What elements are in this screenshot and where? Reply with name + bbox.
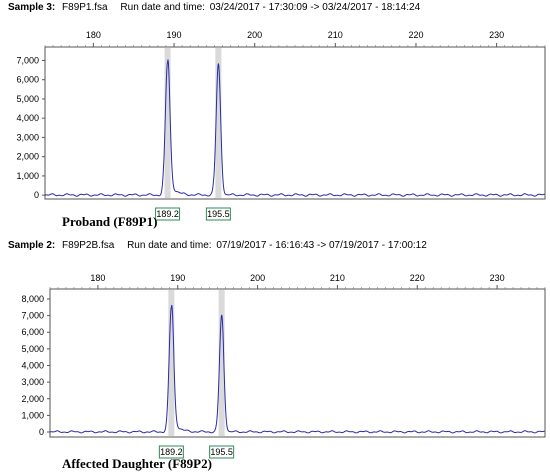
plot-frame [44, 46, 546, 200]
x-tick-label: 210 [328, 30, 343, 40]
sample-label: Sample 3: [8, 2, 56, 13]
y-tick-label: 6,000 [16, 75, 39, 85]
run-label: Run date and time: [127, 240, 212, 251]
peak-label-box [158, 445, 184, 459]
file-name: F89P1.fsa [62, 2, 108, 13]
signal-trace-line [49, 304, 545, 434]
file-name: F89P2B.fsa [62, 240, 115, 251]
y-tick-label: 3,000 [16, 132, 39, 142]
peak-label-2: 195.5 [205, 207, 231, 221]
peak-label-text: 195.5 [210, 447, 233, 457]
y-tick-label: 2,000 [16, 152, 39, 162]
y-tick-label: 1,000 [21, 410, 44, 420]
chart-caption: Proband (F89P1) [62, 214, 157, 229]
peak-label-2: 195.5 [209, 445, 235, 459]
chart-panel-1: 180 190 200 210 220 230 7,000 6,000 5,000 4,000 3,… [16, 30, 546, 229]
peak-highlight-band [164, 48, 171, 198]
x-tick-label: 220 [408, 30, 423, 40]
y-tick-label: 4,000 [21, 360, 44, 370]
run-label: Run date and time: [120, 2, 205, 13]
peak-label-text: 189.2 [156, 209, 179, 219]
y-tick-label: 7,000 [16, 55, 39, 65]
x-tick-label: 200 [247, 30, 262, 40]
y-tick-label: 5,000 [16, 94, 39, 104]
sample-header-1: Sample 3: F89P1.fsa Run date and time: 0… [8, 2, 420, 13]
y-tick-label: 2,000 [21, 394, 44, 404]
y-tick-label: 0 [39, 427, 44, 437]
sample-label: Sample 2: [8, 240, 56, 251]
y-tick-label: 3,000 [21, 377, 44, 387]
peak-label-box [209, 445, 235, 459]
peak-highlight-band [218, 290, 225, 436]
signal-trace-line [44, 59, 545, 197]
chart-panel-2: 180 190 200 210 220 230 8,000 7,000 6,000 5,000 4,… [21, 273, 546, 471]
y-tick-label: 5,000 [21, 344, 44, 354]
x-tick-label: 200 [250, 273, 265, 283]
peak-highlight-band [215, 48, 222, 198]
x-tick-label: 210 [330, 273, 345, 283]
peak-label-box [205, 207, 231, 221]
peak-highlight-band [168, 290, 175, 436]
y-tick-label: 6,000 [21, 327, 44, 337]
y-tick-label: 8,000 [21, 294, 44, 304]
peak-label-box [155, 207, 181, 221]
run-time: 07/19/2017 - 16:16:43 -> 07/19/2017 - 17… [216, 240, 427, 251]
x-tick-label: 180 [90, 273, 105, 283]
x-tick-label: 190 [170, 273, 185, 283]
y-tick-label: 0 [34, 190, 39, 200]
y-tick-label: 7,000 [21, 311, 44, 321]
x-tick-label: 180 [86, 30, 101, 40]
sample-header-2: Sample 2: F89P2B.fsa Run date and time: … [8, 240, 427, 251]
chart-caption: Affected Daughter (F89P2) [62, 456, 212, 471]
y-tick-label: 4,000 [16, 113, 39, 123]
peak-label-1: 189.2 [158, 445, 184, 459]
run-time: 03/24/2017 - 17:30:09 -> 03/24/2017 - 18… [209, 2, 421, 13]
x-tick-label: 230 [489, 30, 504, 40]
plot-frame [49, 288, 546, 438]
peak-label-1: 189.2 [155, 207, 181, 221]
y-tick-label: 1,000 [16, 171, 39, 181]
peak-label-text: 189.2 [160, 447, 183, 457]
x-tick-label: 230 [490, 273, 505, 283]
peak-label-text: 195.5 [207, 209, 230, 219]
x-tick-label: 190 [167, 30, 182, 40]
x-tick-label: 220 [410, 273, 425, 283]
